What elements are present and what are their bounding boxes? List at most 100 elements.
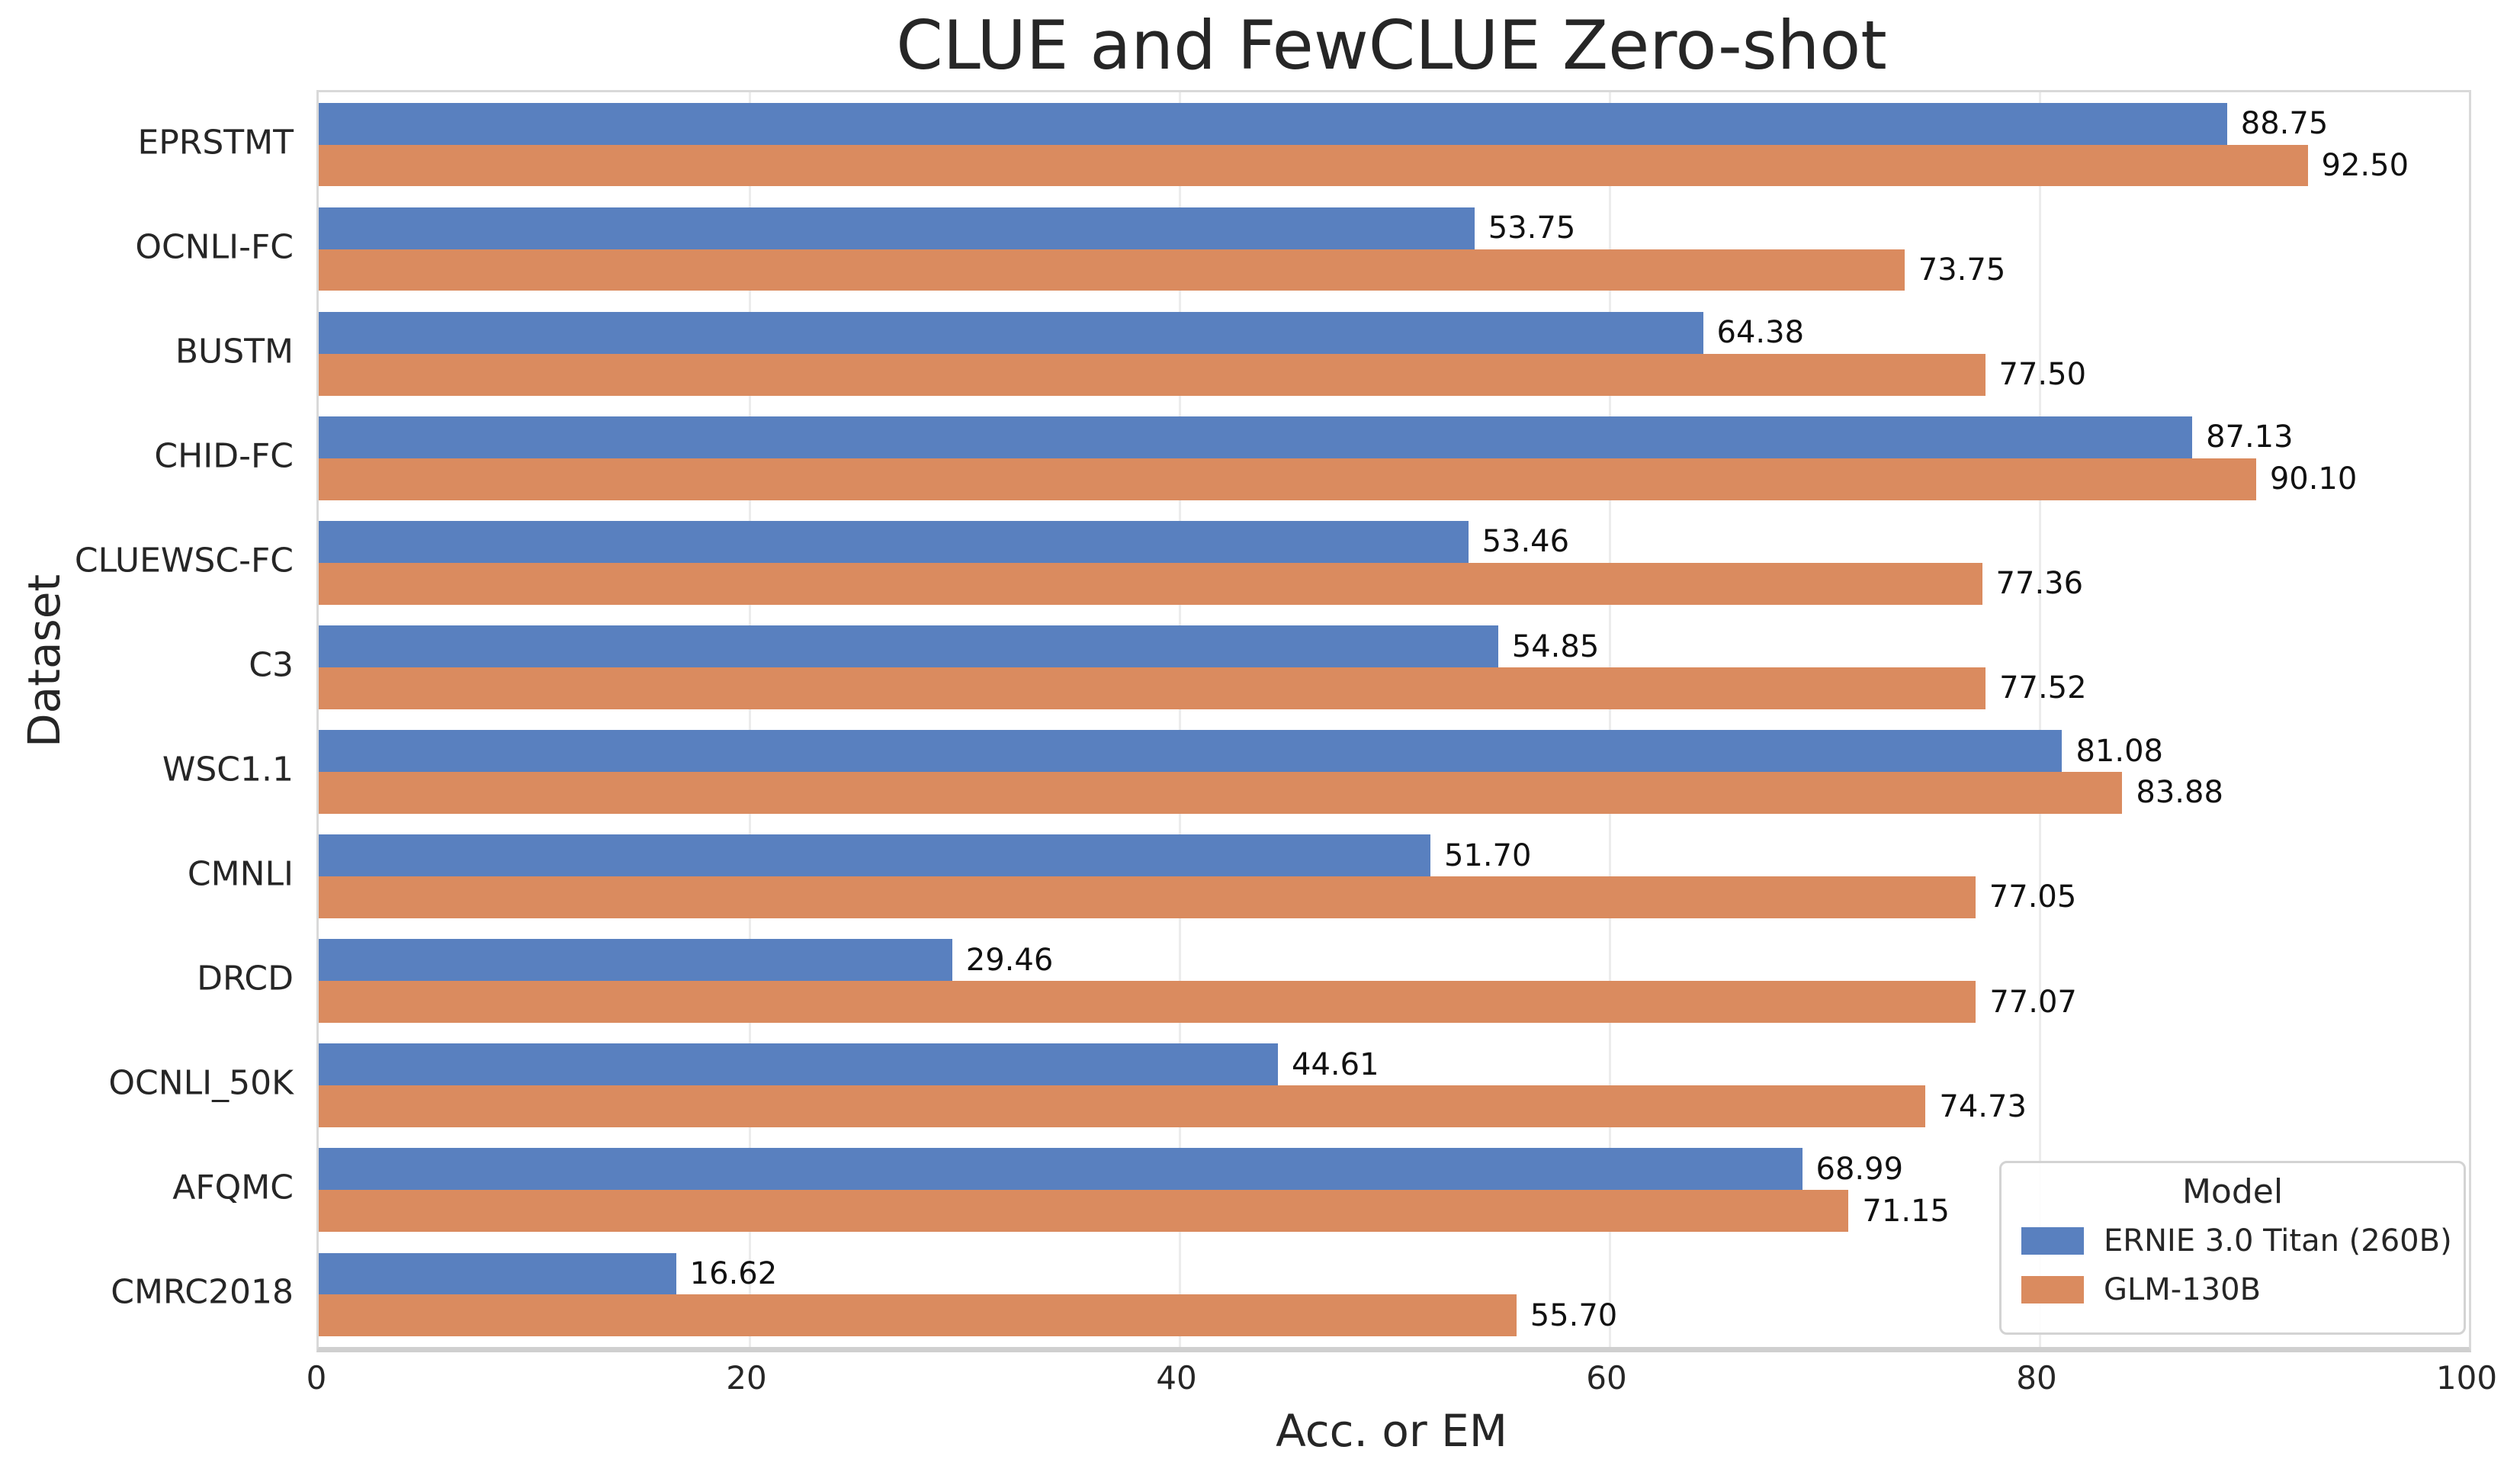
bar-value-label: 68.99 [1815,1151,1904,1187]
bar-row: 16.62 [319,1252,2469,1295]
bar-row: 90.10 [319,458,2469,500]
bar-group: 29.46 77.07 [319,929,2469,1033]
x-tick-label: 40 [1156,1359,1197,1397]
y-tick-label: CMRC2018 [111,1272,294,1312]
y-tick-label: CMNLI [187,854,294,894]
bar-value-label: 55.70 [1530,1297,1618,1333]
bar-row: 44.61 [319,1043,2469,1086]
bar-row: 77.36 [319,562,2469,605]
x-axis-tick-labels: 0 20 40 60 80 100 [0,1359,2520,1405]
bar-row: 77.52 [319,667,2469,709]
gridline [749,92,751,1347]
bar-value-label: 92.50 [2321,147,2409,183]
bar-value-label: 16.62 [689,1255,778,1291]
bar-group: 64.38 77.50 [319,301,2469,406]
bar-groups-container: 88.75 92.50 53.75 73.75 64.38 77.50 87.13 90.10… [319,92,2469,1347]
bar-row: 73.75 [319,249,2469,291]
legend-entry: ERNIE 3.0 Titan (260B) [2021,1223,2452,1258]
bar [319,562,1982,605]
bar-value-label: 77.36 [1995,566,2084,602]
bar-row: 87.13 [319,416,2469,458]
bar [319,772,2123,814]
bar-row: 55.70 [319,1294,2469,1337]
bar-value-label: 81.08 [2075,733,2163,769]
y-axis-label: Dataset [18,574,70,747]
bar-value-label: 87.13 [2206,419,2294,455]
bar-row: 71.15 [319,1190,2469,1233]
legend-label-ernie: ERNIE 3.0 Titan (260B) [2104,1223,2452,1258]
bar-row: 77.07 [319,981,2469,1023]
bar [319,1148,1803,1191]
bar-value-label: 77.07 [1989,984,2077,1020]
bar-group: 51.70 77.05 [319,825,2469,929]
bar-row: 81.08 [319,730,2469,772]
bar [319,416,2193,458]
bar-value-label: 77.50 [1998,357,2087,393]
bar [319,1252,676,1295]
bar-value-label: 73.75 [1918,252,2006,288]
bar-row: 83.88 [319,772,2469,814]
bar-value-label: 53.46 [1482,524,1570,560]
bar-row: 68.99 [319,1148,2469,1191]
x-tick-label: 60 [1586,1359,1627,1397]
y-tick-label: DRCD [197,959,294,998]
bar [319,834,1430,877]
bar [319,144,2308,187]
bar [319,1190,1849,1233]
bar-value-label: 64.38 [1716,315,1805,351]
bar-value-label: 29.46 [965,942,1054,978]
gridline [1609,92,1611,1347]
bar-row: 53.46 [319,521,2469,563]
bar-group: 54.85 77.52 [319,615,2469,719]
bar-row: 74.73 [319,1085,2469,1128]
legend-swatch-glm [2021,1276,2084,1303]
bar-row: 77.50 [319,353,2469,396]
bar [319,458,2256,500]
bar [319,1043,1278,1086]
bar-group: 53.75 73.75 [319,197,2469,301]
x-tick-label: 80 [2016,1359,2057,1397]
bar [319,353,1986,396]
bar [319,207,1475,249]
bar-row: 54.85 [319,625,2469,667]
bar-group: 87.13 90.10 [319,406,2469,510]
bar [319,876,1976,918]
y-tick-label: EPRSTMT [137,123,294,162]
legend-label-glm: GLM-130B [2104,1272,2262,1307]
bar-value-label: 90.10 [2269,461,2358,497]
chart-title: CLUE and FewCLUE Zero-shot [896,6,1887,85]
x-tick-label: 0 [306,1359,327,1397]
bar [319,1085,1926,1128]
bar [319,249,1905,291]
bar-row: 92.50 [319,144,2469,187]
y-tick-label: C3 [249,645,294,685]
y-tick-label: AFQMC [172,1168,294,1207]
y-tick-label: BUSTM [175,332,294,371]
bar-value-label: 54.85 [1511,628,1600,664]
legend-entry: GLM-130B [2021,1272,2444,1307]
bar [319,939,952,982]
y-tick-label: OCNLI_50K [108,1063,294,1103]
y-axis-tick-labels: EPRSTMT OCNLI-FC BUSTM CHID-FC CLUEWSC-FC C3 W… [0,90,316,1345]
bar-row: 53.75 [319,207,2469,249]
bar-group: 53.46 77.36 [319,510,2469,615]
y-tick-label: CHID-FC [154,436,294,476]
bar-value-label: 83.88 [2136,775,2223,811]
x-tick-label: 100 [2435,1359,2498,1397]
bar-group: 16.62 55.70 [319,1242,2469,1347]
gridline [1179,92,1181,1347]
bar-value-label: 44.61 [1292,1046,1379,1082]
bar [319,981,1976,1023]
bar [319,102,2227,145]
x-axis-label: Acc. or EM [1276,1405,1507,1457]
y-tick-label: CLUEWSC-FC [74,541,294,580]
bar-value-label: 77.05 [1989,879,2077,915]
bar [319,1294,1517,1337]
legend-swatch-ernie [2021,1227,2084,1255]
bar-value-label: 77.52 [1999,670,2087,706]
bar-row: 64.38 [319,311,2469,354]
legend: Model ERNIE 3.0 Titan (260B) GLM-130B [1999,1161,2466,1335]
legend-title: Model [2181,1172,2284,1211]
plot-area: 88.75 92.50 53.75 73.75 64.38 77.50 87.13 90.10… [316,90,2471,1352]
